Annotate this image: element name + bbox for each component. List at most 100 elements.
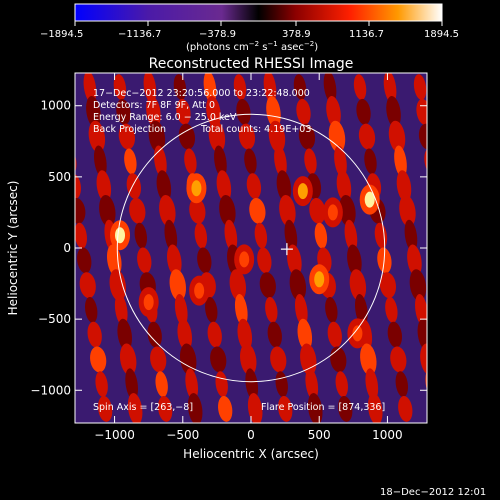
fringe-blob	[178, 123, 196, 150]
fringe-blob	[452, 145, 468, 178]
fringe-blob	[173, 74, 187, 100]
spin-axis-text: Spin Axis = [263,−8]	[93, 402, 193, 413]
colorbar-tick-label: −1894.5	[40, 29, 83, 40]
fringe-blob	[96, 170, 112, 202]
fringe-blob	[203, 73, 217, 103]
fringe-blob	[218, 396, 233, 422]
fringe-blob	[328, 120, 346, 153]
fringe-blob	[234, 294, 248, 326]
fringe-stripe	[383, 73, 427, 401]
colorbar-tick-label: 1136.7	[349, 29, 384, 40]
fringe-blob	[97, 396, 113, 422]
chart-title: Reconstructed RHESSI Image	[149, 56, 354, 72]
fringe-blob	[155, 371, 168, 398]
fringe-blob	[457, 194, 477, 228]
y-tick-label: 1000	[40, 99, 71, 113]
fringe-blob	[327, 321, 342, 348]
fringe-blob	[245, 368, 259, 401]
fringe-blob	[236, 98, 251, 125]
fringe-blob	[323, 73, 337, 103]
fringe-blob	[454, 370, 470, 397]
fringe-blob	[109, 269, 126, 302]
fringe-blob	[314, 222, 328, 249]
fringe-blob	[179, 343, 197, 376]
energy-range-text: Energy Range: 6.0 − 25.0 keV	[93, 112, 237, 123]
fringe-blob	[436, 247, 453, 275]
fringe-blob	[438, 271, 457, 299]
fringe-blob	[478, 342, 498, 376]
fringe-blob	[304, 148, 317, 175]
fringe-blob	[413, 74, 427, 100]
fringe-stripe	[413, 74, 470, 397]
fringe-blob	[390, 346, 407, 373]
detectors-text: Detectors: 7F 8F 9F, Att 0	[93, 100, 215, 111]
fringe-blob	[294, 294, 308, 326]
fringe-stripe	[75, 148, 113, 422]
fringe-blob	[344, 219, 358, 252]
y-tick-label: 500	[48, 170, 71, 184]
fringe-blob	[129, 197, 146, 224]
fringe-blob	[334, 145, 347, 178]
fringe-blob	[486, 392, 500, 426]
fringe-blob	[116, 98, 131, 125]
fringe-blob	[87, 321, 102, 348]
y-tick-label: −500	[38, 312, 71, 326]
fringe-blob	[127, 393, 143, 423]
fringe-blob	[84, 296, 98, 323]
fringe-blob	[75, 222, 87, 249]
fringe-blob	[194, 222, 208, 249]
fringe-blob	[229, 269, 247, 302]
source-core	[364, 191, 375, 208]
fringe-blob	[244, 148, 257, 175]
x-tick-label: 500	[308, 428, 331, 442]
fringe-blob	[238, 123, 256, 150]
fringe-blob	[418, 123, 427, 150]
source-core	[327, 204, 338, 221]
fringe-blob	[187, 393, 203, 423]
fringe-blob	[296, 98, 311, 125]
fringe-blob	[169, 269, 186, 302]
fringe-blob	[150, 346, 167, 373]
fringe-blob	[394, 145, 407, 178]
fringe-blob	[210, 346, 227, 373]
fringe-blob	[124, 148, 137, 175]
colorbar-units: (photons cm−2 s−1 asec−2)	[186, 40, 318, 53]
fringe-blob	[298, 123, 316, 150]
fringe-blob	[233, 74, 247, 100]
fringe-blob	[365, 368, 379, 401]
fringe-blob	[143, 73, 157, 103]
fringe-blob	[106, 244, 122, 277]
fringe-blob	[428, 197, 447, 225]
fringe-blob	[338, 396, 353, 422]
fringe-blob	[214, 145, 227, 178]
fringe-blob	[444, 296, 460, 323]
colorbar-ticks	[74, 21, 443, 26]
fringe-blob	[274, 145, 287, 178]
fringe-blob	[287, 244, 302, 277]
fringe-blob	[385, 296, 398, 323]
fringe-blob	[374, 222, 388, 249]
fringe-blob	[137, 247, 152, 274]
fringe-blob	[367, 393, 383, 423]
fringe-blob	[426, 173, 427, 200]
fringe-blob	[174, 294, 188, 326]
fringe-blob	[360, 343, 377, 376]
fringe-blob	[420, 343, 427, 376]
fringe-blob	[284, 219, 298, 252]
fringe-blob	[118, 123, 136, 150]
fringe-blob	[325, 296, 338, 323]
fringe-blob	[159, 194, 176, 227]
fringe-blob	[442, 70, 458, 103]
axes: −1000 −500 0 500 1000 −1000 −500 0 500 1000	[30, 73, 427, 442]
colorbar-tick-label: 378.9	[282, 29, 311, 40]
fringe-blob	[416, 98, 427, 125]
fringe-blob	[387, 321, 403, 348]
fringe-blob	[207, 321, 222, 348]
fringe-blob	[148, 120, 166, 153]
fringe-blob	[257, 247, 272, 274]
fringe-blob	[184, 148, 197, 175]
fringe-blob	[446, 321, 463, 349]
fringe-blob	[224, 219, 238, 252]
x-axis-label: Heliocentric X (arcsec)	[183, 447, 319, 461]
